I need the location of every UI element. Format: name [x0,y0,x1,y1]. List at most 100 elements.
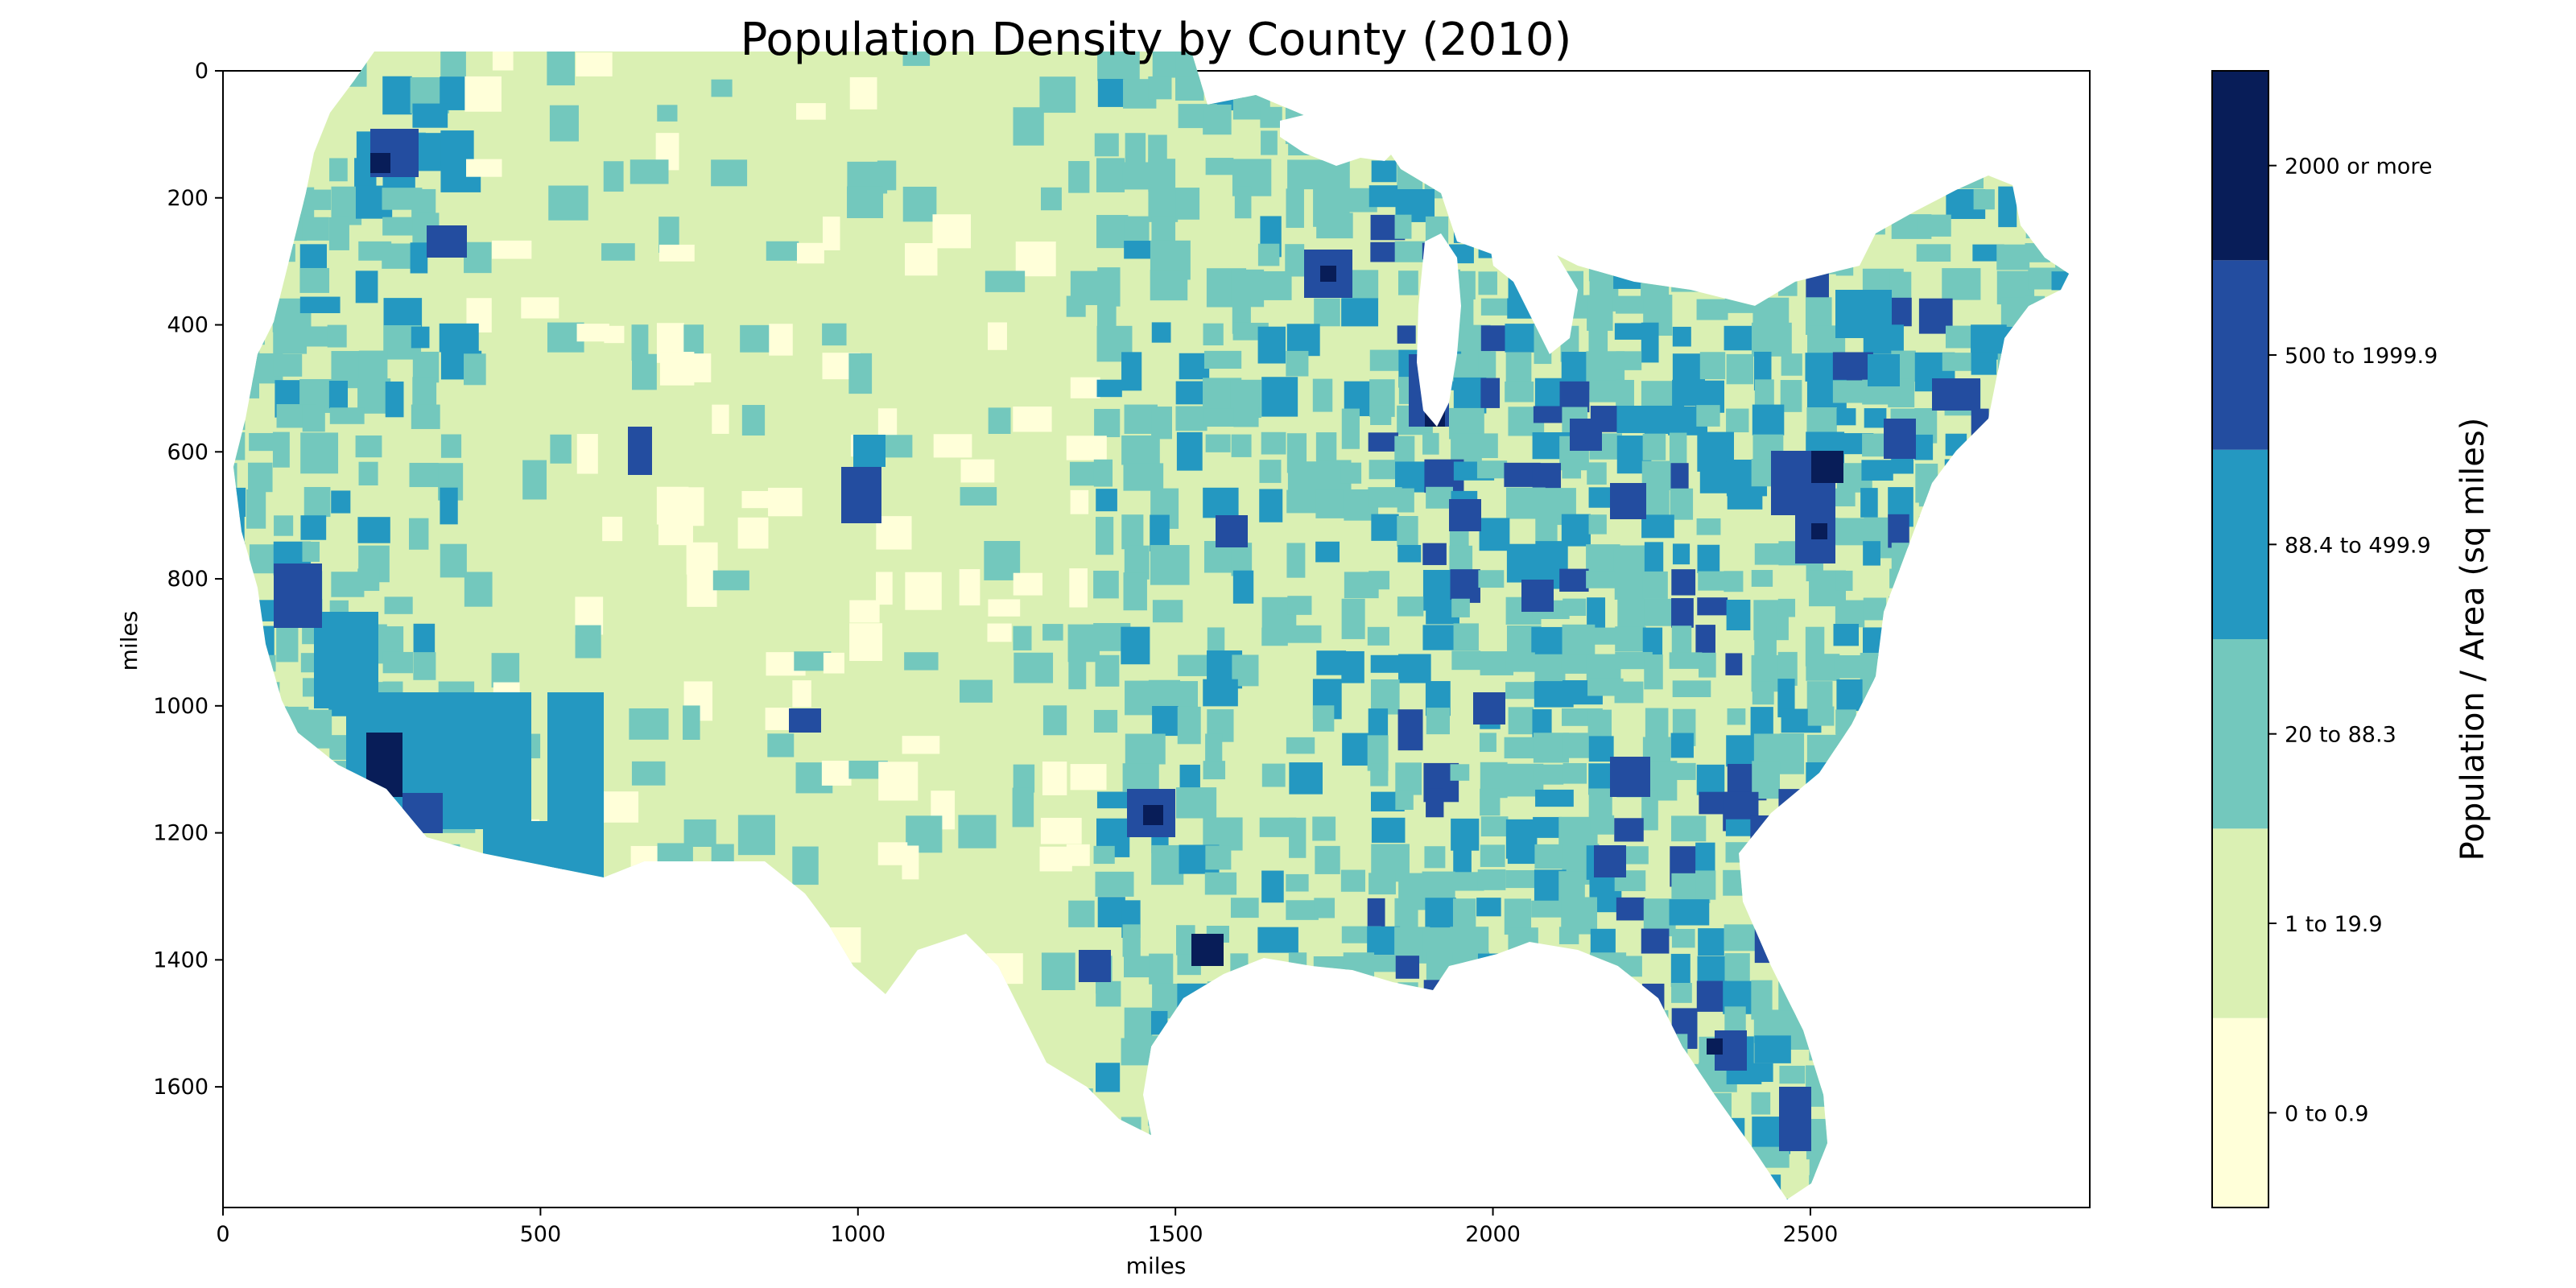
county-cell [1945,325,1975,349]
county-cell [1095,517,1114,555]
county-cell [1316,213,1353,239]
county-cell [767,733,795,758]
county-cell [1860,488,1878,518]
county-cell [1285,244,1305,277]
figure-title: Population Density by County (2010) [741,14,1572,66]
county-cell [233,463,237,497]
county-cell [1286,873,1309,892]
county-cell [712,404,729,434]
metro-patch [1610,757,1650,797]
county-cell [1725,819,1755,836]
county-cell [1175,188,1200,220]
county-cell [1394,436,1415,462]
x-tick-label: 2000 [1465,1222,1521,1247]
county-cell [1697,597,1728,616]
county-cell [1315,845,1340,874]
county-cell [303,189,332,210]
county-cell [1754,379,1774,413]
county-cell [1341,650,1364,683]
county-cell [687,572,717,607]
county-cell [492,240,532,259]
county-cell [1261,377,1298,417]
county-cell [1918,214,1951,237]
county-cell [737,517,769,549]
county-cell [1203,487,1239,518]
y-tick-label: 1600 [153,1075,208,1100]
county-cell [1807,706,1835,726]
county-cell [1371,514,1399,541]
county-cell [1726,408,1749,433]
county-cell [1315,159,1350,192]
county-cell [848,353,873,394]
county-cell [1450,569,1480,603]
county-cell [1312,705,1335,732]
county-cell [1616,405,1646,433]
county-cell [1508,707,1534,735]
county-cell [1096,980,1121,1007]
county-cell [1203,761,1226,780]
y-tick-label: 1400 [153,947,208,972]
county-cell [1203,679,1238,707]
county-cell [987,322,1007,350]
county-cell [1671,569,1696,596]
county-cell [1672,353,1706,382]
county-cell [1257,927,1298,953]
county-cell [1671,928,1695,948]
x-tick-label: 2500 [1783,1222,1839,1247]
county-cell [1476,460,1508,479]
county-cell [1889,271,1912,299]
county-cell [492,52,514,71]
county-cell [1890,52,1914,68]
county-cell [1395,956,1420,979]
lake-huron [1489,233,1578,354]
county-cell [905,572,942,610]
county-cell [1314,898,1335,919]
county-cell [1754,625,1777,658]
county-cell [988,407,1011,434]
county-cell [1914,434,1934,460]
county-cell [1671,625,1692,658]
county-cell [1615,626,1646,652]
county-cell [246,489,266,529]
county-cell [1752,1063,1773,1082]
county-cell [1562,459,1582,479]
county-cell [1096,215,1129,249]
county-cell [302,217,329,241]
county-cell [1397,544,1422,563]
county-cell [1397,515,1418,547]
county-cell [1779,733,1805,774]
county-cell [1452,898,1476,928]
county-cell [1257,326,1286,364]
county-cell [902,186,937,222]
county-cell [1617,598,1645,629]
county-cell [1121,352,1142,391]
county-cell [1422,543,1447,565]
county-cell [1616,295,1651,314]
county-cell [1125,133,1146,164]
county-cell [1203,408,1235,427]
county-cell [1070,377,1100,398]
county-cell [796,242,824,264]
colorbar: 0 to 0.9 1 to 19.9 20 to 88.3 88.4 to 499.9… [2211,70,2491,1208]
county-cell [1231,543,1253,576]
county-cell [1122,924,1141,957]
metro-patch [1835,290,1892,338]
county-cell [1727,708,1746,725]
metro-patch [1932,378,1980,411]
county-cell [1232,570,1254,604]
county-cell [1426,788,1444,818]
county-cell [1727,488,1763,510]
county-cell [1724,571,1744,592]
lake-superior [1280,111,1401,166]
county-cell [1039,76,1076,114]
county-cell [1203,104,1232,135]
county-cell [1012,787,1034,828]
colorbar-tick-label: 20 to 88.3 [2285,723,2396,748]
x-tick-label: 0 [216,1222,229,1247]
county-cell [1150,270,1188,301]
county-cell [1806,654,1840,681]
county-cell [1123,463,1164,491]
county-cell [1672,543,1690,565]
county-cell [1754,543,1779,565]
metro-patch [1779,1087,1811,1151]
